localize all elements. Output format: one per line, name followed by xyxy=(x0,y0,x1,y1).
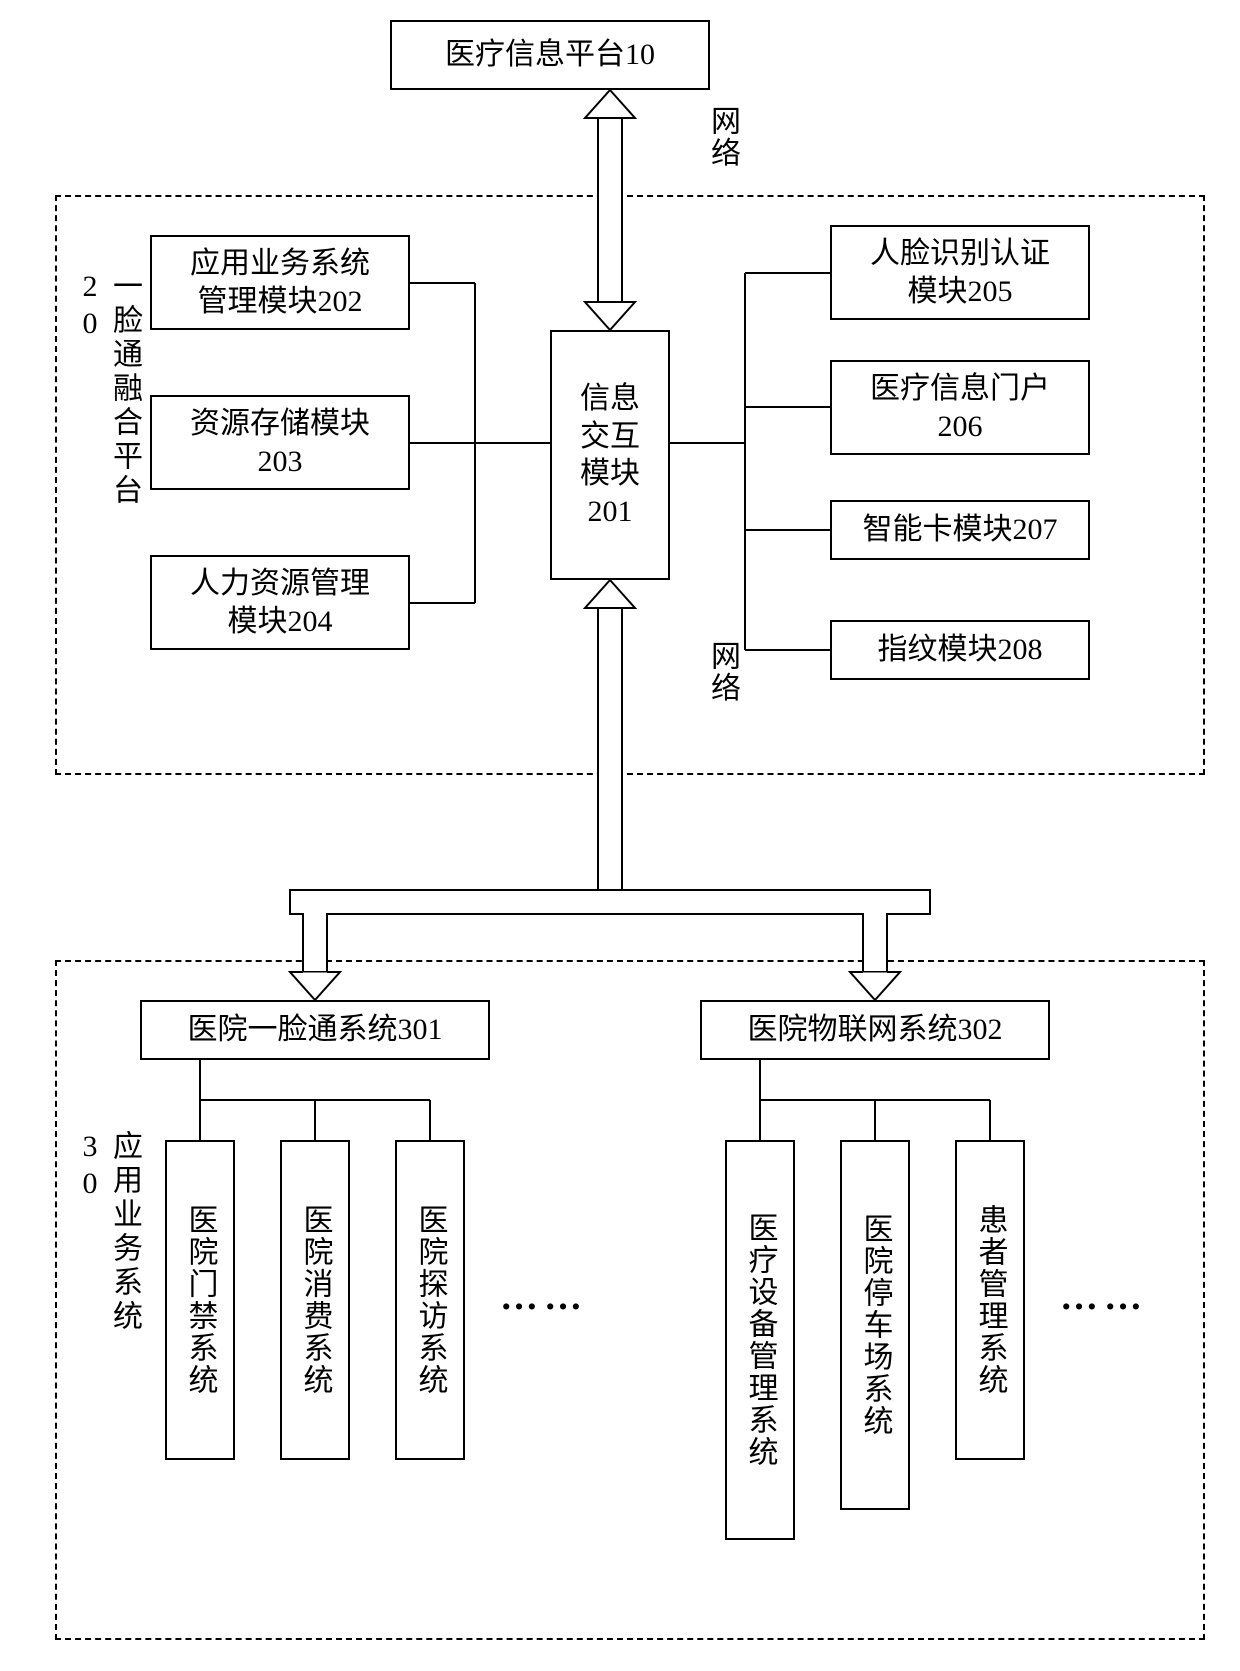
label: 医院探访系统 xyxy=(414,1148,447,1452)
node-hospital-face-301: 医院一脸通系统301 xyxy=(140,1000,490,1060)
label-platform-20: 一脸通融合平台 20 xyxy=(72,270,141,508)
label: 医院一脸通系统301 xyxy=(188,1011,443,1049)
label-system-30: 应用业务系统 30 xyxy=(72,1130,141,1334)
label: 资源存储模块 203 xyxy=(190,405,370,480)
node-parking: 医院停车场系统 xyxy=(840,1140,910,1510)
node-info-exchange-module: 信息 交互 模块 201 xyxy=(550,330,670,580)
ellipsis-2: …… xyxy=(1060,1275,1148,1319)
edge-label-net-2: 网络 xyxy=(700,640,744,704)
node-medical-info-platform: 医疗信息平台10 xyxy=(390,20,710,90)
label: 人脸识别认证 模块205 xyxy=(870,235,1050,310)
node-consumption: 医院消费系统 xyxy=(280,1140,350,1460)
label: 医疗设备管理系统 xyxy=(744,1148,777,1532)
node-face-auth-205: 人脸识别认证 模块205 xyxy=(830,225,1090,320)
label: 指纹模块208 xyxy=(878,631,1043,669)
node-app-biz-mgmt-202: 应用业务系统 管理模块202 xyxy=(150,235,410,330)
label: 智能卡模块207 xyxy=(863,511,1058,549)
label: 患者管理系统 xyxy=(974,1148,1007,1452)
label: 人力资源管理 模块204 xyxy=(190,565,370,640)
node-patient-mgmt: 患者管理系统 xyxy=(955,1140,1025,1460)
edge-label-net-1: 网络 xyxy=(700,105,744,169)
label: 医院门禁系统 xyxy=(184,1148,217,1452)
label: 医疗信息平台10 xyxy=(445,36,655,74)
label: 医院停车场系统 xyxy=(859,1148,892,1502)
label: 医院物联网系统302 xyxy=(748,1011,1003,1049)
label: 医疗信息门户 206 xyxy=(870,370,1050,445)
node-hr-mgmt-204: 人力资源管理 模块204 xyxy=(150,555,410,650)
node-resource-store-203: 资源存储模块 203 xyxy=(150,395,410,490)
node-smartcard-207: 智能卡模块207 xyxy=(830,500,1090,560)
label: 应用业务系统 管理模块202 xyxy=(190,245,370,320)
ellipsis-1: …… xyxy=(500,1275,588,1319)
label: 信息 交互 模块 201 xyxy=(580,380,640,530)
node-fingerprint-208: 指纹模块208 xyxy=(830,620,1090,680)
node-access-control: 医院门禁系统 xyxy=(165,1140,235,1460)
label: 医院消费系统 xyxy=(299,1148,332,1452)
node-medical-equip: 医疗设备管理系统 xyxy=(725,1140,795,1540)
node-visit: 医院探访系统 xyxy=(395,1140,465,1460)
node-hospital-iot-302: 医院物联网系统302 xyxy=(700,1000,1050,1060)
node-portal-206: 医疗信息门户 206 xyxy=(830,360,1090,455)
